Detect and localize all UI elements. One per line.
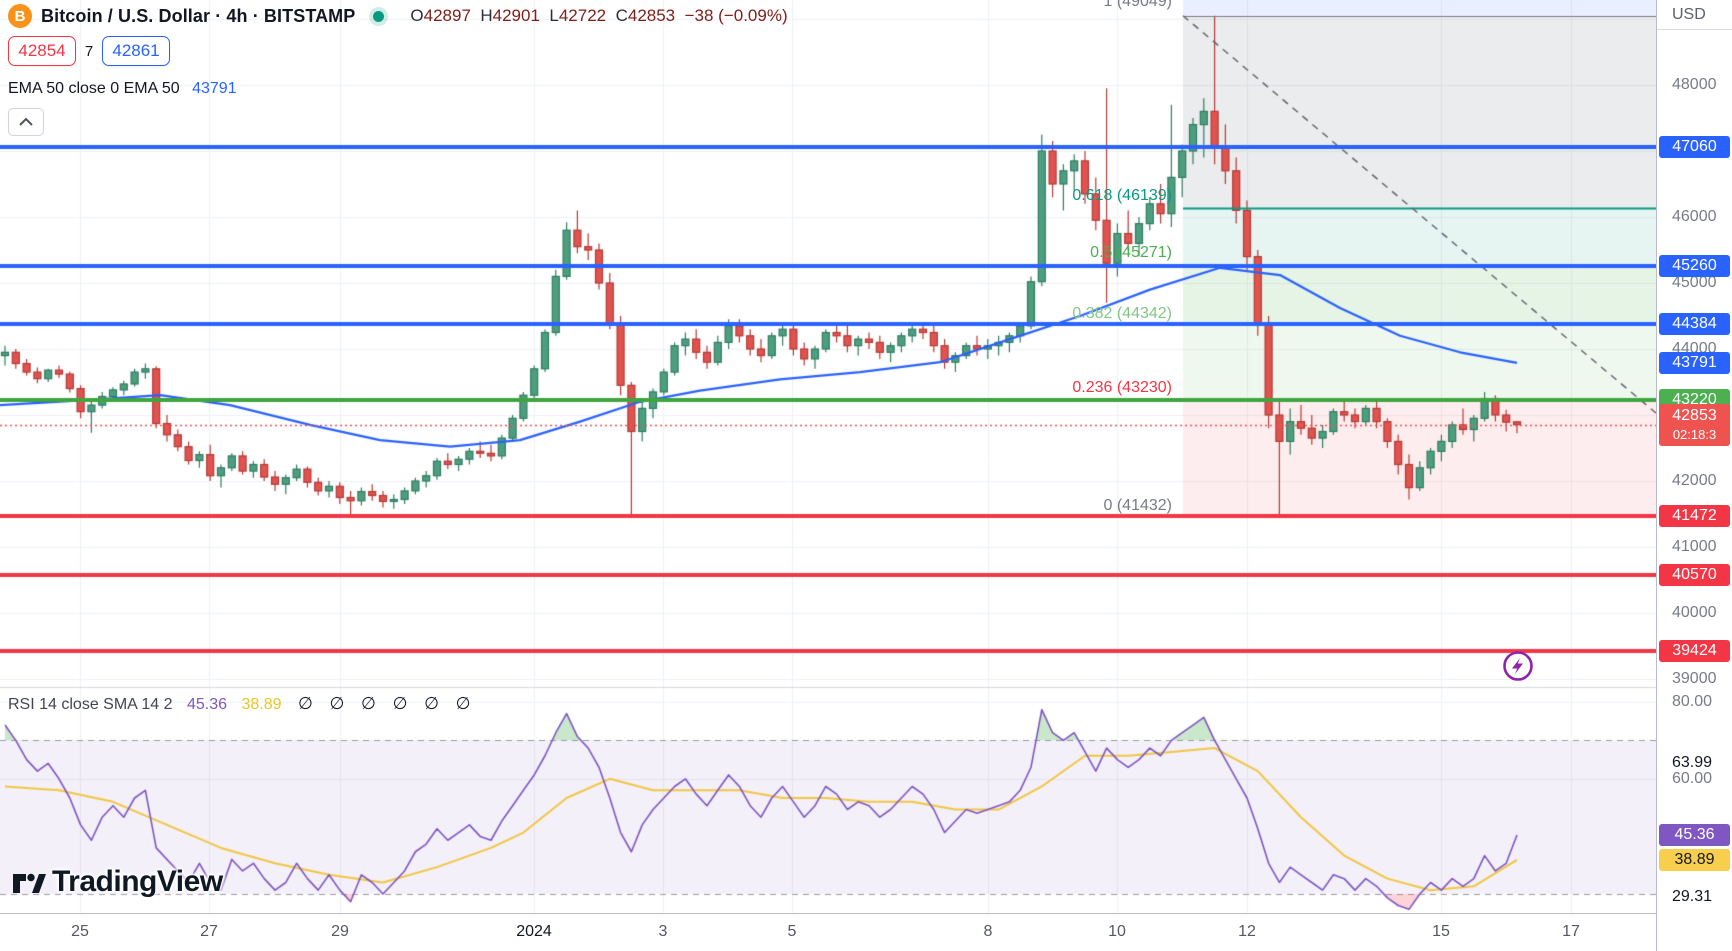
rsi-tick-label: 29.31 — [1672, 887, 1713, 905]
tradingview-logo[interactable]: TradingView — [10, 864, 223, 900]
time-tick-label: 15 — [1432, 923, 1450, 940]
price-tick-label: 40000 — [1672, 604, 1717, 621]
rsi-tick-label: 63.99 — [1672, 754, 1713, 772]
ohlc-high-label: H — [480, 6, 493, 25]
ohlc-open-value: 42897 — [423, 6, 471, 25]
ohlc-low-label: L — [549, 6, 559, 25]
fib-label-0.5: 0.5 (45271) — [1090, 244, 1172, 262]
price-tick-label: 42000 — [1672, 472, 1717, 489]
price-level-badge: 44384 — [1659, 312, 1730, 335]
price-tick-label: 39000 — [1672, 670, 1717, 687]
current-price-value: 42853 — [1672, 406, 1717, 424]
ema-legend-value: 43791 — [192, 80, 237, 97]
fib-label-0.236: 0.236 (43230) — [1072, 378, 1172, 396]
market-open-dot-icon — [373, 10, 385, 22]
price-level-badge: 47060 — [1659, 136, 1730, 159]
time-tick-label: 29 — [331, 923, 349, 940]
fib-label-1: 1 (49049) — [1103, 0, 1173, 10]
candle-countdown: 02:18:3 — [1672, 426, 1717, 442]
sell-button[interactable]: 42854 — [8, 36, 76, 66]
price-level-badge: 40570 — [1659, 564, 1730, 587]
spread-value: 7 — [84, 42, 94, 60]
price-scale-currency[interactable]: USD — [1657, 0, 1732, 30]
ohlc-values: O42897 H42901 L42722 C42853 −38 (−0.09%) — [410, 6, 787, 26]
rsi-legend-text: RSI 14 close SMA 14 2 — [8, 696, 173, 713]
collapse-pane-button[interactable] — [8, 108, 44, 136]
rsi-tick-label: 60.00 — [1672, 769, 1713, 787]
rsi-tick-label: 80.00 — [1672, 693, 1713, 710]
ohlc-close-label: C — [615, 6, 628, 25]
current-price-badge: 42853 02:18:3 — [1659, 403, 1730, 446]
time-tick-label: 3 — [658, 923, 668, 940]
rsi-value-badge: 45.36 — [1659, 824, 1730, 847]
tradingview-mark-icon — [13, 873, 46, 893]
symbol-title[interactable]: Bitcoin / U.S. Dollar · 4h · BITSTAMP — [41, 5, 356, 26]
price-tick-label: 48000 — [1672, 76, 1717, 93]
time-tick-label: 2024 — [516, 923, 552, 940]
bitcoin-icon: B — [8, 4, 32, 28]
time-tick-label: 25 — [71, 923, 89, 940]
ohlc-close-value: 42853 — [627, 6, 676, 25]
rsi-value: 45.36 — [186, 696, 228, 713]
fib-label-0.618: 0.618 (46139) — [1072, 186, 1172, 204]
fib-label-0: 0 (41432) — [1103, 497, 1173, 515]
time-tick-label: 17 — [1562, 923, 1580, 940]
ema-legend-text: EMA 50 close 0 EMA 50 — [8, 80, 180, 97]
tradingview-logo-text: TradingView — [52, 865, 223, 898]
ohlc-change-value: −38 (−0.09%) — [684, 6, 788, 25]
rsi-sma-value: 38.89 — [241, 696, 282, 713]
ema-legend[interactable]: EMA 50 close 0 EMA 50 43791 — [8, 80, 237, 98]
price-level-badge: 41472 — [1659, 504, 1730, 527]
time-tick-label: 8 — [983, 923, 993, 940]
price-tick-label: 41000 — [1672, 538, 1717, 555]
time-tick-label: 10 — [1108, 923, 1126, 940]
price-scale[interactable]: USD 48000 46000 45000 44000 42000 41000 40000 3… — [1656, 0, 1732, 951]
rsi-empty-slots: ∅ ∅ ∅ ∅ ∅ ∅ — [297, 694, 477, 713]
rsi-value-badge: 38.89 — [1659, 848, 1730, 871]
rsi-legend[interactable]: RSI 14 close SMA 14 2 45.36 38.89 ∅ ∅ ∅ … — [8, 694, 476, 714]
lightning-bolt-icon — [1503, 651, 1533, 681]
trade-buttons: 42854 7 42861 — [8, 36, 170, 66]
ohlc-low-value: 42722 — [558, 6, 607, 25]
price-level-badge: 43791 — [1659, 351, 1730, 374]
ohlc-high-value: 42901 — [492, 6, 540, 25]
fib-label-0.382: 0.382 (44342) — [1072, 305, 1172, 323]
quick-trade-button[interactable] — [1501, 649, 1535, 683]
chevron-up-icon — [19, 117, 33, 126]
time-axis[interactable]: 25 27 29 2024 3 5 8 10 12 15 17 — [0, 913, 1732, 951]
buy-button[interactable]: 42861 — [102, 36, 170, 66]
time-tick-label: 12 — [1238, 923, 1256, 940]
price-level-badge: 39424 — [1659, 640, 1730, 663]
price-tick-label: 45000 — [1672, 274, 1717, 291]
time-tick-label: 27 — [200, 923, 218, 940]
symbol-header: B Bitcoin / U.S. Dollar · 4h · BITSTAMP … — [8, 3, 788, 29]
price-level-badge: 45260 — [1659, 254, 1730, 277]
price-tick-label: 46000 — [1672, 208, 1717, 225]
ohlc-open-label: O — [410, 6, 424, 25]
time-tick-label: 5 — [787, 923, 797, 940]
